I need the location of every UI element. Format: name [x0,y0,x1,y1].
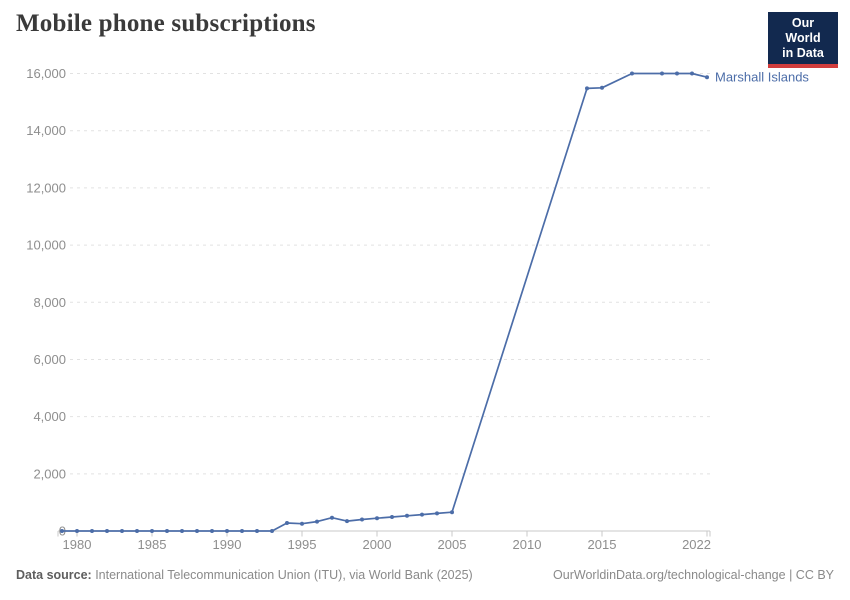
y-axis-label: 12,000 [26,180,66,195]
data-point[interactable] [330,515,334,520]
data-source-text: International Telecommunication Union (I… [91,568,473,582]
data-point[interactable] [300,521,304,526]
logo-line-2: in Data [782,46,824,60]
data-point[interactable] [375,516,379,521]
data-point[interactable] [450,510,454,515]
data-point[interactable] [600,85,604,90]
data-point[interactable] [150,529,154,533]
series-label[interactable]: Marshall Islands [715,69,809,84]
site-link[interactable]: OurWorldinData.org/technological-change [553,568,786,582]
data-point[interactable] [60,529,64,533]
data-point[interactable] [435,511,439,516]
data-point[interactable] [705,75,709,80]
data-point[interactable] [180,529,184,533]
data-point[interactable] [90,529,94,533]
y-axis-label: 16,000 [26,66,66,81]
data-point[interactable] [225,529,229,533]
data-point[interactable] [360,517,364,522]
data-point[interactable] [690,71,694,76]
y-axis-label: 4,000 [33,409,66,424]
license-link[interactable]: CC BY [795,568,834,582]
data-point[interactable] [165,529,169,533]
y-axis-label: 2,000 [33,466,66,481]
footer-links: OurWorldinData.org/technological-change … [553,567,834,584]
data-point[interactable] [120,529,124,533]
data-point[interactable] [210,529,214,533]
data-point[interactable] [195,529,199,533]
data-point[interactable] [585,86,589,91]
data-point[interactable] [75,529,79,533]
x-axis-label: 2015 [588,537,617,552]
x-axis-label: 1980 [63,537,92,552]
data-point[interactable] [315,519,319,524]
data-source: Data source: International Telecommunica… [16,567,473,584]
y-axis-label: 6,000 [33,352,66,367]
data-point[interactable] [345,519,349,524]
data-point[interactable] [135,529,139,533]
chart-footer: Data source: International Telecommunica… [0,567,850,584]
footer-separator: | [785,568,796,582]
data-point[interactable] [390,515,394,519]
data-point[interactable] [285,521,289,525]
data-point[interactable] [675,71,679,76]
data-point[interactable] [270,529,274,533]
x-axis-label: 2005 [438,537,467,552]
data-source-label: Data source: [16,568,92,582]
page-title: Mobile phone subscriptions [16,10,316,37]
x-axis-label: 2000 [363,537,392,552]
data-line[interactable] [61,72,708,532]
y-axis-label: 8,000 [33,295,66,310]
y-axis-label: 10,000 [26,238,66,253]
y-axis-label: 14,000 [26,123,66,138]
logo-line-1: Our World [785,16,821,45]
x-axis-label: 2022 [682,537,711,552]
data-point[interactable] [240,529,244,533]
x-axis-label: 1995 [288,537,317,552]
x-axis-label: 1985 [138,537,167,552]
data-point[interactable] [405,513,409,518]
data-point[interactable] [660,71,664,76]
x-axis-label: 2010 [513,537,542,552]
x-axis-label: 1990 [213,537,242,552]
data-point[interactable] [420,512,424,517]
data-point[interactable] [630,71,634,76]
data-point[interactable] [255,529,259,533]
data-point[interactable] [105,529,109,533]
owid-logo[interactable]: Our World in Data [768,12,838,68]
